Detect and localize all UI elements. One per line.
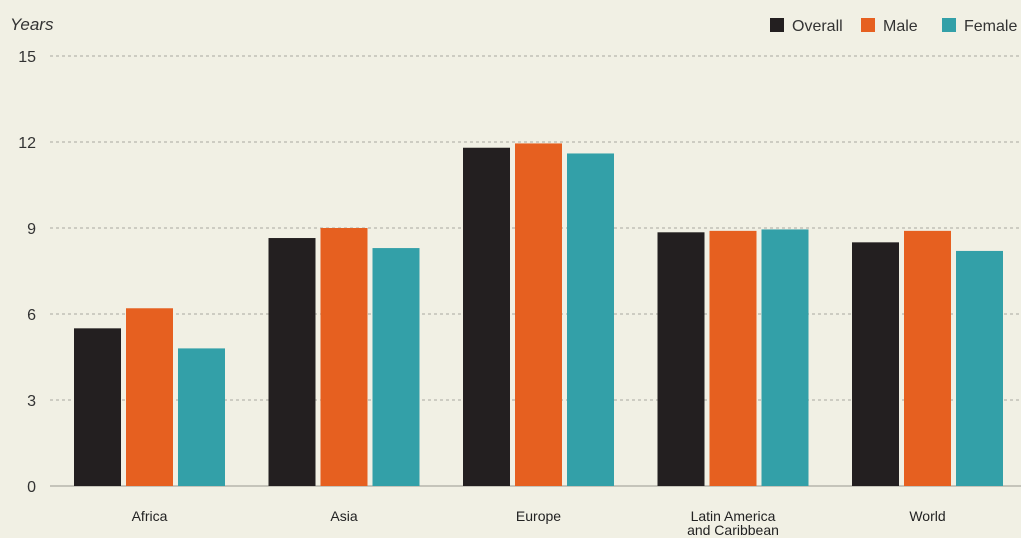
y-tick-label: 0 <box>27 479 36 496</box>
bar-male <box>320 228 368 486</box>
bar-male <box>904 230 951 486</box>
bar-overall <box>268 238 316 486</box>
bar-female <box>372 248 420 486</box>
bar-female <box>178 348 225 486</box>
x-tick-label: Asia <box>330 508 357 524</box>
legend-label-male: Male <box>883 18 918 35</box>
legend: Overall Male Female <box>770 18 1017 35</box>
bar-overall <box>74 328 121 486</box>
legend-swatch-female <box>942 18 956 32</box>
y-tick-label: 9 <box>27 221 36 238</box>
legend-swatch-overall <box>770 18 784 32</box>
y-axis-label: Years <box>10 15 54 34</box>
x-tick-label: Europe <box>516 508 561 524</box>
bar-male <box>515 143 562 486</box>
x-tick-label: World <box>909 508 945 524</box>
legend-swatch-male <box>861 18 875 32</box>
x-tick-label: Africa <box>132 508 168 524</box>
y-tick-label: 15 <box>18 49 36 66</box>
legend-label-overall: Overall <box>792 18 843 35</box>
bar-male <box>709 230 757 486</box>
bar-male <box>126 308 173 486</box>
bar-overall <box>852 242 899 486</box>
bar-overall <box>463 147 510 486</box>
x-tick-label: Latin America and Caribbean <box>687 508 779 538</box>
bar-overall <box>657 232 705 486</box>
y-tick-label: 6 <box>27 307 36 324</box>
y-tick-label: 3 <box>27 393 36 410</box>
bar-female <box>761 229 809 486</box>
legend-label-female: Female <box>964 18 1017 35</box>
bar-female <box>567 153 614 486</box>
bar-female <box>956 250 1003 486</box>
y-tick-label: 12 <box>18 135 36 152</box>
